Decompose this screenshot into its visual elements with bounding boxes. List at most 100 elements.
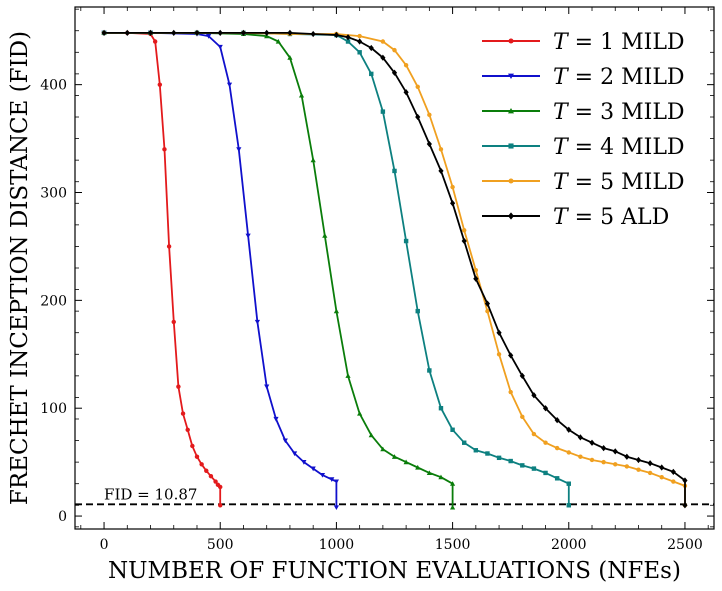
legend-entry-4: T = 5 MILD	[482, 170, 685, 195]
series-line	[104, 32, 686, 506]
series-point	[566, 450, 571, 455]
series-point	[403, 238, 409, 244]
series-point	[449, 504, 456, 510]
series-point	[449, 481, 456, 486]
series-point	[194, 29, 200, 37]
series-point	[496, 352, 502, 357]
series-point	[438, 474, 444, 480]
series-point	[322, 233, 328, 238]
series-2	[101, 30, 456, 510]
legend-swatch-marker	[508, 178, 514, 184]
series-point	[171, 319, 176, 325]
series-point	[157, 82, 163, 87]
series-point	[636, 467, 641, 472]
series-point	[438, 405, 444, 411]
series-point	[578, 454, 583, 459]
series-point	[508, 389, 513, 395]
legend-rest: = 2 MILD	[568, 65, 685, 90]
series-point	[543, 470, 548, 476]
series-point	[380, 39, 386, 44]
series-point	[682, 502, 688, 509]
series-line	[104, 32, 338, 508]
series-point	[566, 503, 571, 508]
series-point	[554, 416, 560, 424]
series-point	[670, 468, 676, 475]
series-point	[543, 440, 548, 445]
series-4	[101, 30, 688, 508]
series-point	[624, 453, 630, 460]
series-point	[449, 200, 456, 207]
legend-swatch-marker	[508, 108, 514, 114]
reference-line-label: FID = 10.87	[104, 485, 197, 503]
series-point	[357, 50, 362, 55]
series-point	[194, 454, 200, 459]
legend-variable: T	[553, 205, 570, 230]
reference-line-layer: FID = 10.87	[75, 485, 714, 506]
series-point	[566, 426, 572, 433]
series-3	[101, 30, 571, 508]
series-point	[357, 38, 363, 45]
series-point	[473, 267, 479, 273]
series-point	[566, 481, 571, 486]
series-point	[357, 410, 363, 416]
series-0	[101, 30, 223, 508]
series-point	[208, 473, 214, 479]
series-point	[473, 275, 479, 282]
series-point	[190, 443, 195, 449]
series-point	[152, 39, 158, 44]
series-line	[104, 32, 454, 508]
series-5	[101, 29, 688, 509]
series-point	[520, 463, 525, 468]
series-point	[485, 308, 490, 314]
legend-label: T = 1 MILD	[553, 30, 685, 55]
series-point	[647, 460, 653, 467]
series-point	[166, 244, 172, 249]
axes-layer: 0 500 1000 1500 2000 2500 0 100 200 300 400 NUMBER …	[7, 6, 715, 584]
series-point	[380, 446, 386, 452]
series-point	[380, 109, 386, 114]
series-point	[310, 157, 316, 163]
series-point	[218, 503, 223, 508]
series-point	[217, 44, 223, 50]
y-tick-label: 300	[40, 186, 67, 202]
x-tick-label: 2000	[551, 537, 587, 553]
series-point	[682, 477, 688, 484]
series-point	[613, 462, 618, 467]
series-point	[287, 55, 293, 60]
series-point	[264, 384, 270, 390]
legend-entry-3: T = 4 MILD	[482, 135, 685, 160]
series-point	[301, 460, 307, 465]
legend-variable: T	[553, 100, 570, 125]
series-point	[415, 84, 420, 90]
series-point	[589, 457, 595, 463]
series-point	[275, 38, 281, 44]
series-point	[291, 451, 298, 457]
series-point	[310, 466, 316, 472]
series-point	[426, 140, 432, 148]
x-axis-label: NUMBER OF FUNCTION EVALUATIONS (NFEs)	[108, 558, 681, 584]
x-tick-label: 500	[207, 537, 234, 553]
legend-rest: = 1 MILD	[568, 30, 685, 55]
series-point	[392, 47, 397, 53]
series-point	[101, 29, 107, 37]
series-point	[461, 237, 467, 245]
legend-entry-1: T = 2 MILD	[482, 65, 685, 90]
series-point	[213, 479, 218, 484]
series-point	[162, 147, 167, 152]
series-point	[298, 92, 305, 98]
series-point	[635, 456, 642, 464]
legend-label: T = 5 ALD	[553, 205, 669, 230]
series-point	[391, 69, 398, 76]
series-point	[171, 29, 177, 37]
series-point	[647, 470, 653, 476]
x-tick-label: 1500	[435, 537, 471, 553]
series-point	[659, 464, 665, 471]
series-point	[496, 329, 502, 336]
series-point	[310, 30, 316, 38]
series-point	[236, 147, 242, 152]
legend-rest: = 5 MILD	[568, 170, 685, 195]
series-point	[612, 448, 618, 455]
series-line	[104, 32, 222, 506]
series-point	[287, 29, 293, 37]
